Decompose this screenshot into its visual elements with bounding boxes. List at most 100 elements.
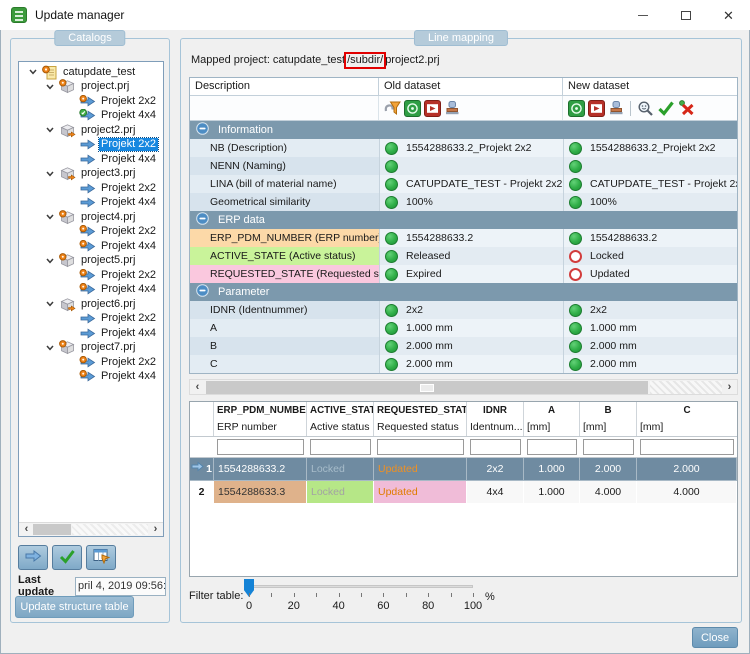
update-structure-table-button[interactable]: Update structure table — [15, 596, 134, 618]
scroll-right-icon[interactable]: › — [727, 381, 732, 393]
tree-item-projekt-4x4[interactable]: Projekt 4x4 — [19, 283, 163, 298]
tree-item-project2-prj[interactable]: project2.prj — [19, 123, 163, 138]
close-button[interactable]: Close — [692, 627, 738, 648]
accept-mapping-button[interactable] — [52, 545, 82, 570]
maximize-button[interactable] — [664, 0, 707, 30]
tree-item-projekt-2x2[interactable]: Projekt 2x2 — [19, 94, 163, 109]
old-value-cell: 2x2 — [379, 301, 563, 319]
column-header-a[interactable]: A — [524, 402, 580, 420]
section-header-information[interactable]: Information — [190, 121, 737, 139]
chevron-down-icon[interactable] — [45, 343, 55, 353]
accept-check-icon[interactable] — [657, 100, 675, 116]
tree-item-projekt-2x2[interactable]: Projekt 2x2 — [19, 225, 163, 240]
section-header-erp-data[interactable]: ERP data — [190, 211, 737, 229]
filter-input-a[interactable] — [527, 439, 577, 455]
minimize-button[interactable] — [621, 0, 664, 30]
filter-input-c[interactable] — [640, 439, 734, 455]
column-header-active-state[interactable]: ACTIVE_STATE — [307, 402, 374, 420]
filter-input-idnr[interactable] — [470, 439, 521, 455]
filter-input-b[interactable] — [583, 439, 634, 455]
slider-tick-label: 80 — [422, 600, 435, 612]
tree-item-project4-prj[interactable]: project4.prj — [19, 209, 163, 225]
state-green-icon[interactable] — [568, 99, 585, 117]
filter-input-requested-state[interactable] — [377, 439, 464, 455]
collapse-minus-icon[interactable] — [196, 122, 209, 138]
tree-item-projekt-4x4[interactable]: Projekt 4x4 — [19, 239, 163, 254]
table-row[interactable]: 1 1554288633.2 Locked Updated 2x2 1.000 2.000 2… — [190, 458, 737, 481]
column-header-idnr[interactable]: IDNR — [467, 402, 524, 420]
tree-item-projekt-2x2[interactable]: Projekt 2x2 — [19, 268, 163, 283]
tree-item-projekt-2x2[interactable]: Projekt 2x2 — [19, 137, 163, 153]
row-number-cell: 1 — [190, 458, 214, 481]
stamp-icon[interactable] — [444, 100, 460, 116]
tree-item-project6-prj[interactable]: project6.prj — [19, 297, 163, 312]
old-value-text: 1554288633.2 — [406, 232, 474, 244]
column-header-new-dataset[interactable]: New dataset — [568, 80, 630, 92]
tree-item-projekt-2x2[interactable]: Projekt 2x2 — [19, 181, 163, 196]
tree-item-catupdate-test[interactable]: catupdate_test — [19, 65, 163, 80]
state-green-icon[interactable] — [404, 99, 421, 117]
scroll-left-icon[interactable]: ‹ — [24, 523, 29, 535]
filter-input-active-state[interactable] — [310, 439, 371, 455]
tree-item-project7-prj[interactable]: project7.prj — [19, 340, 163, 356]
tree-scrollbar-thumb[interactable] — [33, 524, 71, 535]
scroll-left-icon[interactable]: ‹ — [195, 381, 200, 393]
chevron-down-icon[interactable] — [45, 82, 55, 92]
structure-table-button[interactable] — [86, 545, 116, 570]
tree-item-label: project4.prj — [81, 210, 136, 223]
tree-item-projekt-4x4[interactable]: Projekt 4x4 — [19, 326, 163, 341]
column-header-b[interactable]: B — [580, 402, 637, 420]
chevron-down-icon[interactable] — [45, 125, 55, 135]
mapped-part-arrow-icon — [79, 196, 96, 209]
column-header-description[interactable]: Description — [190, 78, 379, 95]
state-red-icon[interactable] — [588, 99, 605, 117]
reject-x-icon[interactable] — [678, 100, 695, 116]
filter-slider-thumb[interactable] — [244, 579, 254, 597]
tree-item-label: Projekt 2x2 — [101, 312, 157, 325]
tree-item-projekt-4x4[interactable]: Projekt 4x4 — [19, 152, 163, 167]
status-ok-icon — [385, 339, 398, 353]
new-value-text: 100% — [590, 196, 617, 208]
chevron-down-icon[interactable] — [45, 169, 55, 179]
project-package-icon — [59, 209, 76, 225]
last-update-field[interactable]: pril 4, 2019 09:56:40 — [75, 576, 166, 596]
column-header-requested-state[interactable]: REQUESTED_STATE — [374, 402, 467, 420]
tree-horizontal-scrollbar[interactable]: ‹ › — [19, 522, 163, 536]
chevron-down-icon[interactable] — [45, 212, 55, 222]
tree-item-projekt-4x4[interactable]: Projekt 4x4 — [19, 370, 163, 385]
new-value-cell: 100% — [563, 193, 737, 211]
map-arrow-button[interactable] — [18, 545, 48, 570]
table-row[interactable]: 2 1554288633.3 Locked Updated 4x4 1.000 4.000 4… — [190, 481, 737, 504]
collapse-minus-icon[interactable] — [196, 284, 209, 300]
scroll-right-icon[interactable]: › — [153, 523, 158, 535]
btn-table-icon — [93, 548, 110, 567]
stamp-icon[interactable] — [608, 100, 624, 116]
mapping-scrollbar-thumb[interactable] — [206, 381, 648, 394]
scrollbar-grip[interactable] — [420, 384, 434, 392]
filter-slider-track[interactable] — [249, 585, 473, 588]
magnifier-icon[interactable] — [637, 100, 654, 117]
state-red-icon[interactable] — [424, 99, 441, 117]
section-header-parameter[interactable]: Parameter — [190, 283, 737, 301]
tree-item-projekt-2x2[interactable]: Projekt 2x2 — [19, 312, 163, 327]
tree-item-projekt-4x4[interactable]: Projekt 4x4 — [19, 196, 163, 211]
chevron-down-icon[interactable] — [45, 299, 55, 309]
tree-item-projekt-4x4[interactable]: Projekt 4x4 — [19, 109, 163, 124]
chevron-down-icon[interactable] — [28, 67, 38, 77]
filter-input-erp-pdm-number[interactable] — [217, 439, 304, 455]
column-header-erp-pdm-number[interactable]: ERP_PDM_NUMBER — [214, 402, 307, 420]
collapse-minus-icon[interactable] — [196, 212, 209, 228]
tree-item-project-prj[interactable]: project.prj — [19, 79, 163, 95]
mapping-horizontal-scrollbar[interactable]: ‹ › — [189, 379, 738, 395]
column-header-c[interactable]: C — [683, 405, 691, 416]
tree-item-projekt-2x2[interactable]: Projekt 2x2 — [19, 355, 163, 370]
row-label: A — [190, 319, 379, 337]
column-header-old-dataset[interactable]: Old dataset — [379, 78, 563, 95]
chevron-down-icon[interactable] — [45, 256, 55, 266]
tree-item-project5-prj[interactable]: project5.prj — [19, 253, 163, 269]
catalogs-group: Catalogs catupdate_test project.prj Projek… — [10, 30, 170, 623]
filter-funnel-icon[interactable] — [384, 100, 401, 116]
tree-item-label: project.prj — [81, 80, 130, 93]
close-window-button[interactable]: ✕ — [707, 0, 750, 30]
tree-item-project3-prj[interactable]: project3.prj — [19, 167, 163, 182]
